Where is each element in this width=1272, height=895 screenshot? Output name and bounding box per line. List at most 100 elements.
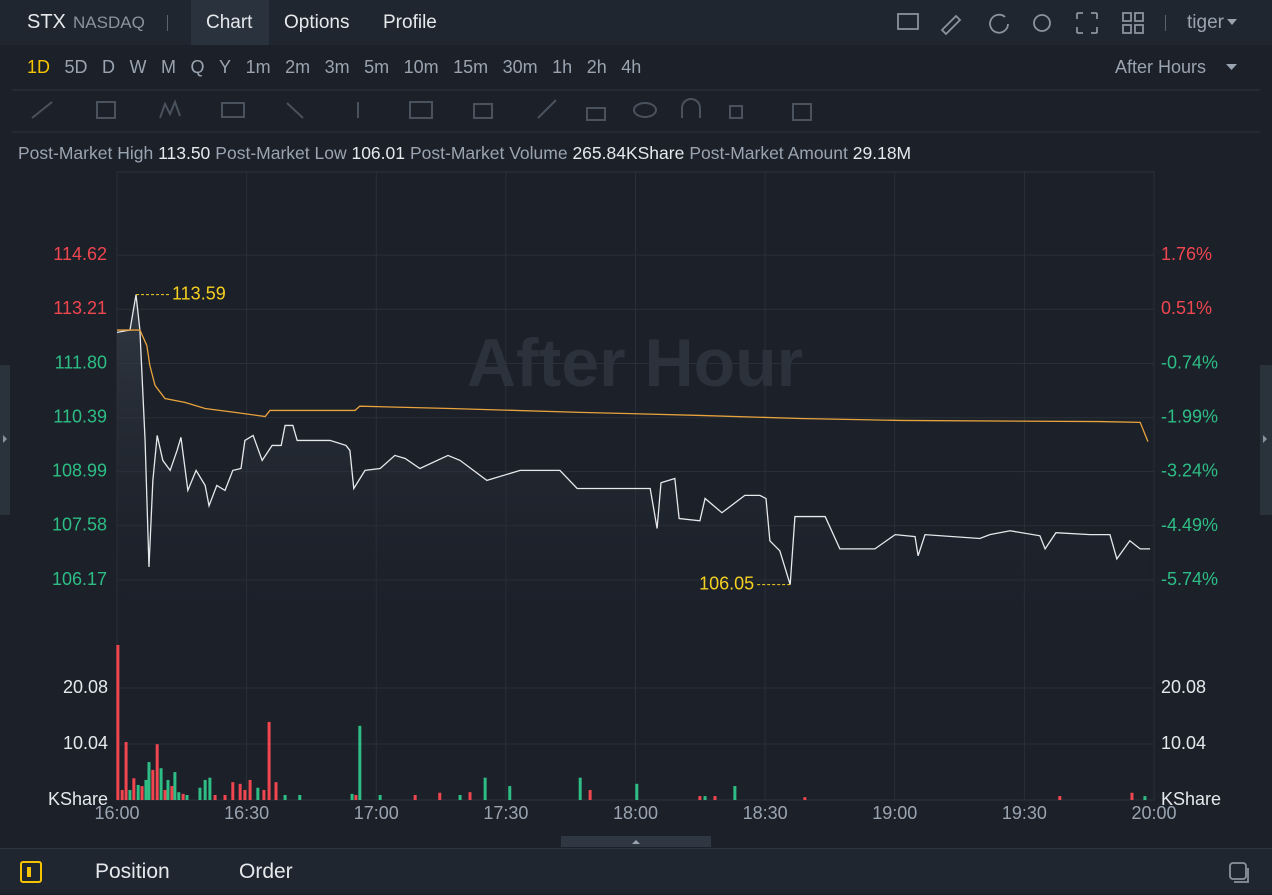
y-tick-label: 106.17 xyxy=(52,569,107,589)
volume-bar xyxy=(166,779,170,800)
dropdown-arrow xyxy=(1227,19,1237,25)
period[interactable]: 1m xyxy=(245,57,271,77)
period[interactable]: 3m xyxy=(324,57,350,77)
tab[interactable]: Chart xyxy=(206,12,253,33)
volume-bar xyxy=(262,789,266,800)
x-tick-label: 16:30 xyxy=(224,803,269,823)
stat-label: Post-Market High xyxy=(18,143,154,163)
price-area xyxy=(117,294,1151,630)
tool-icon[interactable] xyxy=(681,98,701,118)
period[interactable]: D xyxy=(102,57,116,77)
y2-tick-label: 1.76% xyxy=(1161,244,1212,264)
volume-bar xyxy=(713,796,717,800)
tool-icon[interactable] xyxy=(159,99,181,119)
handle-arrow xyxy=(632,840,640,844)
volume-bar xyxy=(181,793,185,800)
volume-bar xyxy=(354,794,358,800)
icon-layout[interactable] xyxy=(1122,12,1132,22)
exchange: NASDAQ xyxy=(73,13,145,32)
volume-bar xyxy=(267,721,271,800)
period[interactable]: Q xyxy=(190,57,205,77)
volume-bar xyxy=(350,793,354,800)
dropdown-arrow xyxy=(1226,64,1237,70)
volume-bar xyxy=(203,779,207,800)
volume-bar xyxy=(140,786,144,800)
period-list: 1D 5D D W M Q Y 1m 2m 3m 5m 10m 15m 30m 1h 2h 4h xyxy=(27,45,641,89)
volume-bar xyxy=(177,792,181,800)
volume-bar xyxy=(703,796,707,800)
y2-tick-label: -4.49% xyxy=(1161,515,1218,535)
stat-label: Post-Market Amount xyxy=(689,143,848,163)
stat-value: 29.18M xyxy=(852,143,912,163)
volume-bar xyxy=(698,796,702,800)
period[interactable]: 1D xyxy=(27,57,51,77)
symbol: STX xyxy=(27,11,66,33)
period[interactable]: 10m xyxy=(403,57,439,77)
icon-fullscreen[interactable] xyxy=(1076,12,1098,34)
y-tick-label: 113.21 xyxy=(53,298,107,318)
session-select[interactable]: After Hours xyxy=(1115,57,1207,77)
volume-bar xyxy=(238,783,242,800)
tool-icon[interactable] xyxy=(586,107,606,121)
tool-icon[interactable] xyxy=(96,101,116,119)
period[interactable]: 30m xyxy=(502,57,538,77)
footer-tab[interactable]: Position xyxy=(95,860,170,883)
x-tick-label: 19:30 xyxy=(1002,803,1047,823)
separator xyxy=(167,15,168,31)
drawing-toolbar xyxy=(31,98,812,121)
stat-value: 113.50 xyxy=(158,143,211,163)
user[interactable]: tiger xyxy=(1187,12,1224,33)
y-tick-label: 20.08 xyxy=(63,677,108,697)
period[interactable]: 5D xyxy=(64,57,88,77)
volume-bar xyxy=(1130,792,1134,800)
tool-icon[interactable] xyxy=(286,102,304,119)
y-tick-label: 110.39 xyxy=(53,406,107,426)
tool-icon[interactable] xyxy=(633,102,657,118)
icon-indicator[interactable] xyxy=(897,13,919,30)
volume-bar xyxy=(151,769,155,800)
x-tick-label: 17:30 xyxy=(483,803,528,823)
volume-bar xyxy=(635,783,639,800)
volume-bar xyxy=(803,797,807,800)
stat-label: Post-Market Volume xyxy=(410,143,568,163)
volume-bar xyxy=(116,644,120,800)
period[interactable]: 4h xyxy=(621,57,642,77)
period[interactable]: 15m xyxy=(453,57,489,77)
side-tab-arrow xyxy=(1263,435,1267,443)
period[interactable]: 5m xyxy=(364,57,390,77)
icon-settings[interactable] xyxy=(1033,14,1051,32)
tool-icon[interactable] xyxy=(221,102,245,118)
tool-icon[interactable] xyxy=(729,105,743,119)
period[interactable]: 1h xyxy=(552,57,573,77)
bottom-bar: Position Order xyxy=(0,848,1272,894)
period[interactable]: M xyxy=(161,57,177,77)
icon-refresh[interactable] xyxy=(989,13,1009,34)
period[interactable]: W xyxy=(129,57,147,77)
period[interactable]: 2h xyxy=(586,57,607,77)
tab[interactable]: Profile xyxy=(383,12,437,33)
footer-tab[interactable]: Order xyxy=(239,860,293,883)
period[interactable]: Y xyxy=(219,57,232,77)
tool-icon[interactable] xyxy=(409,101,433,119)
volume-bar xyxy=(120,789,124,800)
tab[interactable]: Options xyxy=(284,12,350,33)
y-tick-label: KShare xyxy=(48,789,108,809)
period[interactable]: 2m xyxy=(285,57,311,77)
tool-icon[interactable] xyxy=(31,101,53,119)
x-tick-label: 20:00 xyxy=(1131,803,1176,823)
volume-bar xyxy=(243,789,247,800)
panel-icon[interactable] xyxy=(20,861,44,885)
annotation-label: 106.05 xyxy=(699,573,754,593)
tool-icon[interactable] xyxy=(792,103,812,121)
y-tick-label-right: 10.04 xyxy=(1161,733,1206,753)
volume-bar xyxy=(468,792,472,800)
volume-bar xyxy=(136,784,140,800)
tool-icon[interactable] xyxy=(537,99,557,119)
tool-icon[interactable] xyxy=(473,103,493,119)
window-icon[interactable] xyxy=(1228,861,1252,885)
y-tick-label-right: 20.08 xyxy=(1161,677,1206,697)
y2-tick-label: -3.24% xyxy=(1161,461,1218,481)
icon-draw[interactable] xyxy=(940,14,962,36)
volume-bar xyxy=(248,779,252,800)
